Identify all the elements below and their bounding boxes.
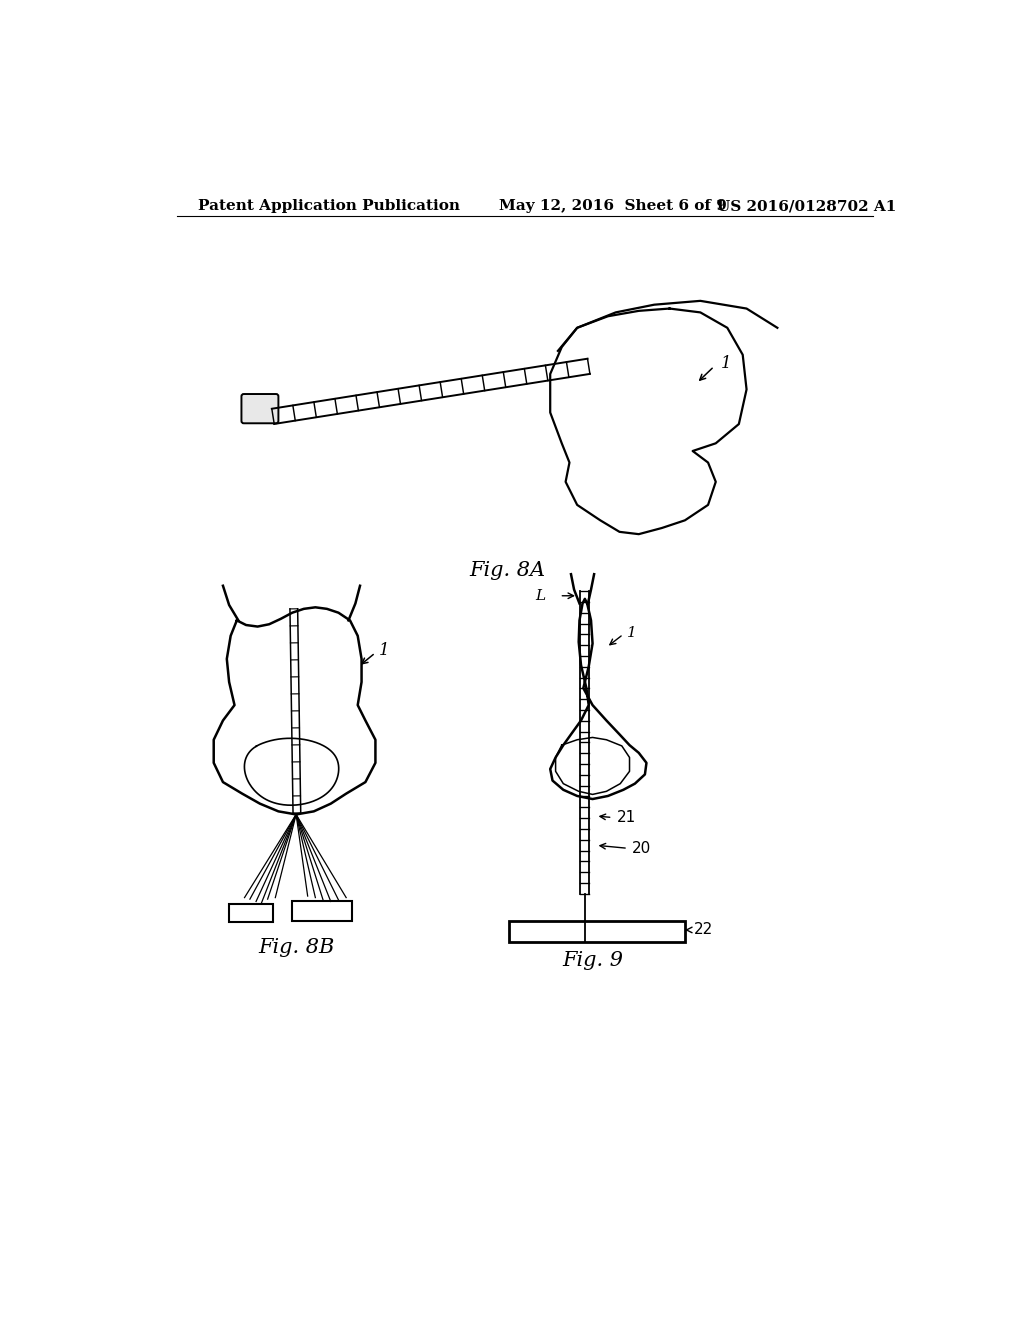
Bar [509,921,685,942]
Text: 1: 1 [720,355,731,372]
Text: 1: 1 [628,626,637,640]
Text: 20: 20 [632,841,651,855]
Text: US 2016/0128702 A1: US 2016/0128702 A1 [717,199,897,213]
Bar [229,904,273,923]
Text: 22: 22 [693,923,713,937]
Text: May 12, 2016  Sheet 6 of 9: May 12, 2016 Sheet 6 of 9 [499,199,726,213]
Bar [292,902,352,921]
Text: 21: 21 [616,810,636,825]
Text: Fig. 8B: Fig. 8B [258,939,334,957]
Text: Patent Application Publication: Patent Application Publication [199,199,461,213]
Text: 1: 1 [379,642,390,659]
Text: L: L [536,589,546,603]
Text: Fig. 9: Fig. 9 [562,952,623,970]
Text: Fig. 8A: Fig. 8A [470,561,546,579]
FancyBboxPatch shape [242,395,279,424]
